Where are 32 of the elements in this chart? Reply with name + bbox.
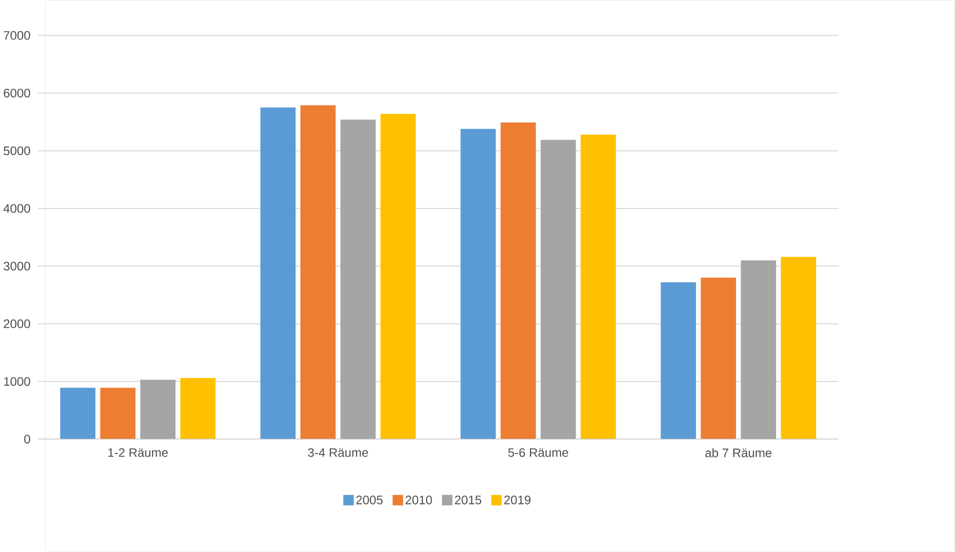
y-tick-label: 2000 [4, 320, 30, 328]
bar [60, 388, 96, 440]
y-tick-label: 1000 [4, 377, 30, 386]
y-tick-label: 6000 [4, 88, 30, 98]
bar [260, 108, 296, 440]
bar [780, 257, 816, 440]
x-tick-label: ab 7 Räume [705, 448, 772, 458]
y-tick-label: 7000 [4, 31, 30, 40]
legend-label: 2010 [406, 496, 432, 504]
x-tick-label: 5-6 Räume [508, 448, 568, 458]
x-tick-label: 3-4 Räume [308, 448, 368, 458]
legend-label: 2005 [356, 496, 383, 504]
bar [100, 388, 136, 440]
bar [580, 134, 616, 440]
bar [460, 129, 496, 440]
bar [380, 114, 416, 440]
bar [740, 260, 776, 440]
y-tick-label: 5000 [4, 146, 30, 156]
bar [540, 140, 576, 440]
legend-label: 2015 [454, 496, 482, 504]
bar [180, 378, 216, 440]
legend-label: 2019 [504, 496, 530, 504]
bar [660, 282, 696, 440]
y-tick-label: 0 [24, 434, 30, 444]
bar [140, 380, 176, 440]
y-tick-label: 3000 [4, 262, 30, 271]
y-tick-label: 4000 [3, 204, 30, 213]
bar [500, 122, 536, 440]
x-tick-label: 1-2 Räume [108, 448, 168, 458]
bar [300, 105, 336, 440]
bar [340, 120, 376, 440]
bar [700, 278, 736, 440]
